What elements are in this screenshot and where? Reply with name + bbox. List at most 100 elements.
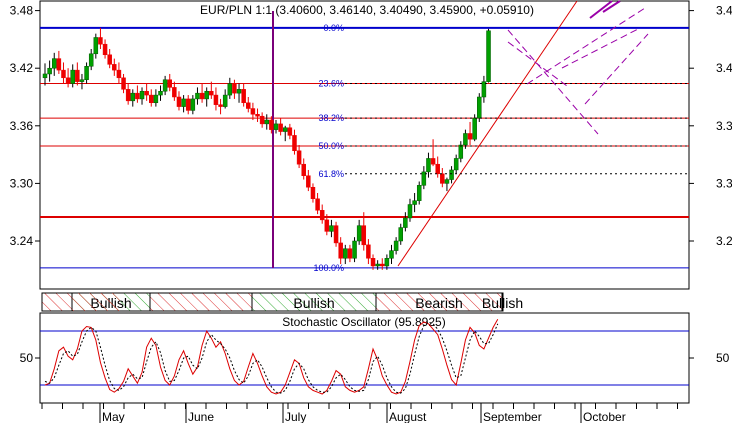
candle-body (463, 133, 468, 146)
candle-body (102, 43, 108, 56)
x-tick-label: May (102, 410, 125, 423)
candle-body (181, 98, 186, 107)
candle-body (278, 123, 283, 132)
candle-body (426, 158, 431, 173)
fib-level-label: 61.8% (318, 169, 344, 179)
x-tick-label: September (483, 410, 542, 423)
candle-body (264, 119, 270, 125)
x-tick-label: July (285, 410, 306, 423)
band-label: Bearish (415, 295, 462, 311)
candle-body (227, 83, 233, 96)
candle-body (269, 119, 274, 130)
candle-body (218, 104, 223, 107)
candle-body (440, 173, 445, 184)
candle-body (190, 98, 196, 111)
candle-body (42, 73, 48, 79)
candle-body (199, 92, 205, 100)
x-tick-label: August (389, 410, 427, 423)
candle-body (107, 54, 112, 65)
candle-body (301, 163, 306, 176)
candle-body (130, 92, 136, 102)
price-chart-title: EUR/PLN 1:1 (3.40600, 3.46140, 3.40490, … (200, 3, 534, 17)
candle-body (319, 210, 325, 221)
candle-body (121, 77, 126, 90)
candle-body (306, 175, 311, 188)
fan-line (561, 27, 641, 69)
candle-body (343, 248, 348, 259)
candle-body (255, 114, 260, 117)
candle-body (356, 225, 362, 242)
y-tick-label-right: 3.36 (716, 119, 732, 133)
candle-body (144, 90, 149, 96)
candle-body (273, 123, 279, 130)
candle-body (125, 89, 131, 102)
candle-body (458, 144, 464, 159)
fan-line (602, 0, 621, 13)
candle-body (315, 198, 320, 211)
candle-body (486, 30, 491, 82)
fan-line (526, 7, 646, 85)
fib-level-label: 0.0% (323, 23, 344, 33)
y-tick-label-left: 3.48 (10, 4, 34, 18)
candle-body (93, 37, 99, 55)
candle-body (467, 133, 473, 140)
candle-body (310, 186, 316, 200)
candle-body (116, 69, 122, 79)
candle-body (241, 89, 246, 104)
candle-body (407, 204, 413, 219)
y-tick-label-left: 3.42 (10, 61, 34, 75)
price-panel-frame (39, 0, 690, 290)
price-levels (40, 11, 689, 269)
fib-level-label: 100.0% (313, 263, 344, 273)
y-tick-label-left: 50 (20, 351, 34, 365)
candle-body (296, 150, 302, 165)
price-y-axis: 3.24 3.24 3.30 3.30 3.36 3.36 3.42 3.42 3.48 3.48 (10, 4, 732, 248)
candle-body (329, 225, 334, 232)
candle-body (98, 37, 103, 45)
candle-body (393, 240, 399, 251)
y-tick-label-right: 3.30 (716, 176, 732, 190)
band-bullish (501, 292, 504, 312)
fan-line (507, 29, 599, 135)
x-tick-label: October (583, 410, 626, 423)
candle-body (259, 115, 265, 125)
candle-body (366, 244, 371, 259)
candle-body (430, 158, 436, 165)
candle-body (287, 127, 293, 136)
candle-body (380, 263, 385, 267)
candle-body (84, 66, 89, 80)
candle-body (185, 98, 191, 111)
stochastic-title: Stochastic Oscillator (95.8925) (282, 315, 445, 329)
candle-body (162, 79, 168, 92)
candle-body (389, 250, 394, 259)
band-bearish (149, 292, 253, 312)
band-label: Bullish (482, 295, 523, 311)
candle-body (292, 135, 297, 152)
candle-body (65, 77, 71, 84)
candle-body (222, 94, 228, 107)
candle-body (338, 242, 343, 259)
band-label: Bullish (293, 295, 334, 311)
candle-body (370, 258, 376, 267)
candle-body (416, 185, 422, 201)
fan-line (589, 0, 613, 19)
candle-body (56, 58, 62, 71)
y-tick-label-left: 3.30 (10, 176, 34, 190)
candle-body (236, 89, 242, 94)
candle-body (75, 69, 80, 82)
trend-overlays (397, 0, 649, 267)
candle-body (333, 225, 339, 244)
fibonacci-labels: 0.0% 23.6% 38.2% 50.0% 61.8% 100.0% (313, 23, 689, 273)
candle-body (167, 79, 172, 88)
y-tick-label-left: 3.36 (10, 119, 34, 133)
candle-body (398, 227, 403, 242)
trend-line (397, 0, 578, 267)
fib-level-label: 23.6% (318, 79, 344, 89)
candle-body (149, 94, 154, 104)
candle-body (435, 163, 440, 175)
x-tick-label: June (188, 410, 214, 423)
candle-body (70, 69, 75, 84)
stochastic-lines (40, 319, 689, 395)
pattern-band-strip: BullishBullishBearishBullish (41, 292, 523, 312)
candle-body (47, 67, 52, 75)
